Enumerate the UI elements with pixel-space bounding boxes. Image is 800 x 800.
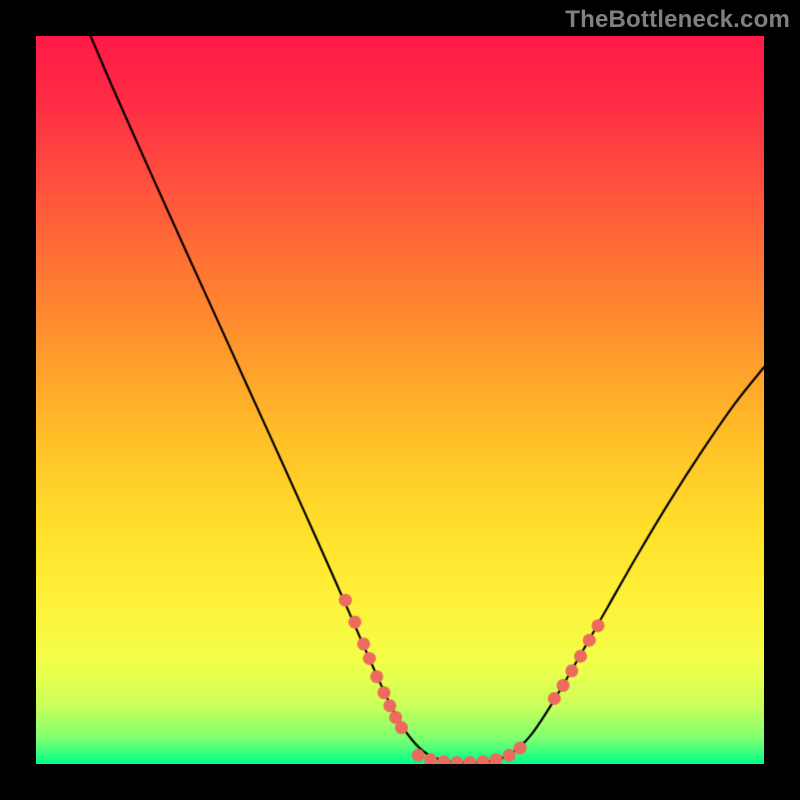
bottleneck-curve	[36, 36, 764, 764]
watermark-label: TheBottleneck.com	[565, 6, 790, 34]
stage: TheBottleneck.com	[0, 0, 800, 800]
